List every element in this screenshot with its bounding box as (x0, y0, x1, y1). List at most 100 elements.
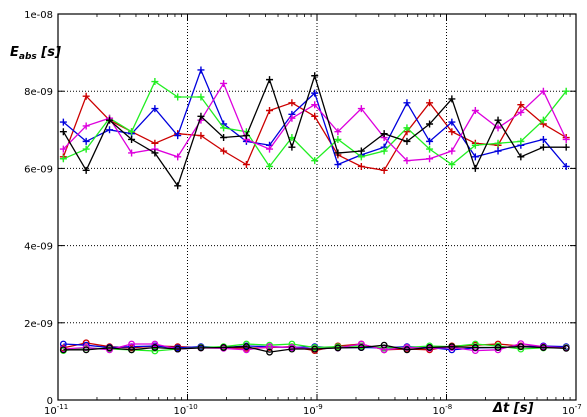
x-tick-label-exponent: -9 (316, 403, 323, 411)
data-point-plus (174, 182, 182, 190)
data-point-plus (426, 120, 434, 128)
data-point-circle (151, 347, 159, 355)
data-point-circle (151, 344, 159, 351)
data-point-plus (242, 161, 250, 169)
data-point-plus (311, 89, 319, 97)
data-point-circle (380, 346, 388, 354)
data-point-plus (197, 132, 205, 140)
data-point-plus (448, 95, 456, 103)
x-tick-label: 10-9 (303, 403, 323, 417)
data-point-plus (517, 108, 525, 116)
y-tick-label: 0 (47, 396, 53, 407)
data-point-plus (562, 135, 570, 143)
x-tick-label-exponent: -8 (445, 403, 452, 411)
series-line (63, 344, 567, 353)
data-point-circle (448, 343, 456, 351)
data-point-circle (288, 345, 296, 353)
x-tick-label-base: 10 (562, 406, 575, 417)
data-point-plus (197, 112, 205, 120)
data-point-plus (59, 145, 67, 153)
data-point-plus (471, 141, 479, 149)
data-point-plus (494, 147, 502, 155)
data-point-plus (220, 124, 228, 132)
x-tick-label-exponent: -10 (186, 403, 197, 411)
series-line (63, 343, 567, 352)
data-point-plus (242, 132, 250, 140)
data-point-plus (174, 153, 182, 161)
data-point-plus (403, 99, 411, 107)
data-point-plus (174, 132, 182, 140)
data-point-plus (471, 153, 479, 161)
data-point-plus (266, 162, 274, 170)
data-point-plus (82, 92, 90, 100)
data-point-plus (311, 157, 319, 165)
data-point-circle (334, 344, 342, 352)
data-point-plus (288, 143, 296, 151)
series-layer (59, 66, 570, 356)
data-point-circle (220, 344, 228, 351)
data-point-plus (266, 145, 274, 153)
data-point-circle (471, 340, 479, 348)
data-point-plus (82, 145, 90, 153)
data-point-plus (426, 137, 434, 145)
x-tick-label-base: 10 (433, 406, 446, 417)
data-point-plus (448, 147, 456, 155)
data-point-plus (82, 122, 90, 130)
y-tick-label: 8e-09 (24, 87, 53, 98)
data-point-plus (426, 145, 434, 153)
grid (58, 14, 576, 400)
data-point-circle (311, 345, 319, 353)
y-tick-label: 1e-08 (24, 10, 53, 21)
x-tick-label: 10-7 (562, 403, 582, 417)
data-point-plus (334, 161, 342, 169)
data-point-plus (539, 116, 547, 124)
data-point-circle (403, 346, 411, 354)
y-axis-label-unit: [s] (37, 45, 61, 60)
data-point-plus (494, 124, 502, 132)
data-point-plus (517, 137, 525, 145)
x-tick-label: 10-8 (433, 403, 453, 417)
data-point-circle (242, 343, 250, 351)
data-point-plus (357, 105, 365, 113)
x-tick-label-exponent: -7 (575, 403, 582, 411)
data-point-plus (151, 105, 159, 113)
data-point-plus (380, 166, 388, 174)
data-point-plus (494, 116, 502, 124)
y-tick-label: 6e-09 (24, 164, 53, 175)
x-tick-label: 10-11 (44, 403, 68, 417)
data-point-plus (59, 128, 67, 136)
data-point-circle (59, 346, 67, 354)
data-point-plus (403, 137, 411, 145)
data-point-plus (334, 128, 342, 136)
y-axis-label-main: E (10, 45, 19, 60)
data-point-plus (266, 107, 274, 114)
data-point-circle (426, 344, 434, 351)
data-point-plus (288, 99, 296, 107)
data-point-plus (311, 112, 319, 120)
data-point-plus (220, 79, 228, 87)
data-point-plus (426, 99, 434, 107)
data-point-circle (197, 344, 205, 352)
data-point-circle (266, 348, 273, 356)
data-point-plus (562, 162, 570, 170)
data-point-circle (106, 344, 113, 352)
data-point-plus (82, 166, 90, 174)
data-point-plus (403, 124, 411, 132)
data-point-plus (494, 139, 502, 147)
data-point-plus (220, 134, 228, 142)
data-point-plus (448, 161, 456, 169)
y-tick-label: 2e-09 (24, 319, 53, 330)
x-tick-label-base: 10 (44, 406, 57, 417)
data-point-plus (334, 135, 342, 143)
x-tick-label: 10-10 (174, 403, 198, 417)
data-point-plus (106, 116, 114, 124)
data-point-plus (128, 128, 136, 136)
data-point-plus (380, 130, 388, 138)
data-point-plus (197, 66, 205, 74)
data-point-plus (539, 135, 547, 143)
data-point-plus (448, 118, 456, 126)
data-point-plus (128, 135, 136, 143)
data-point-plus (128, 149, 136, 157)
data-point-plus (517, 101, 525, 109)
data-point-plus (59, 155, 67, 163)
